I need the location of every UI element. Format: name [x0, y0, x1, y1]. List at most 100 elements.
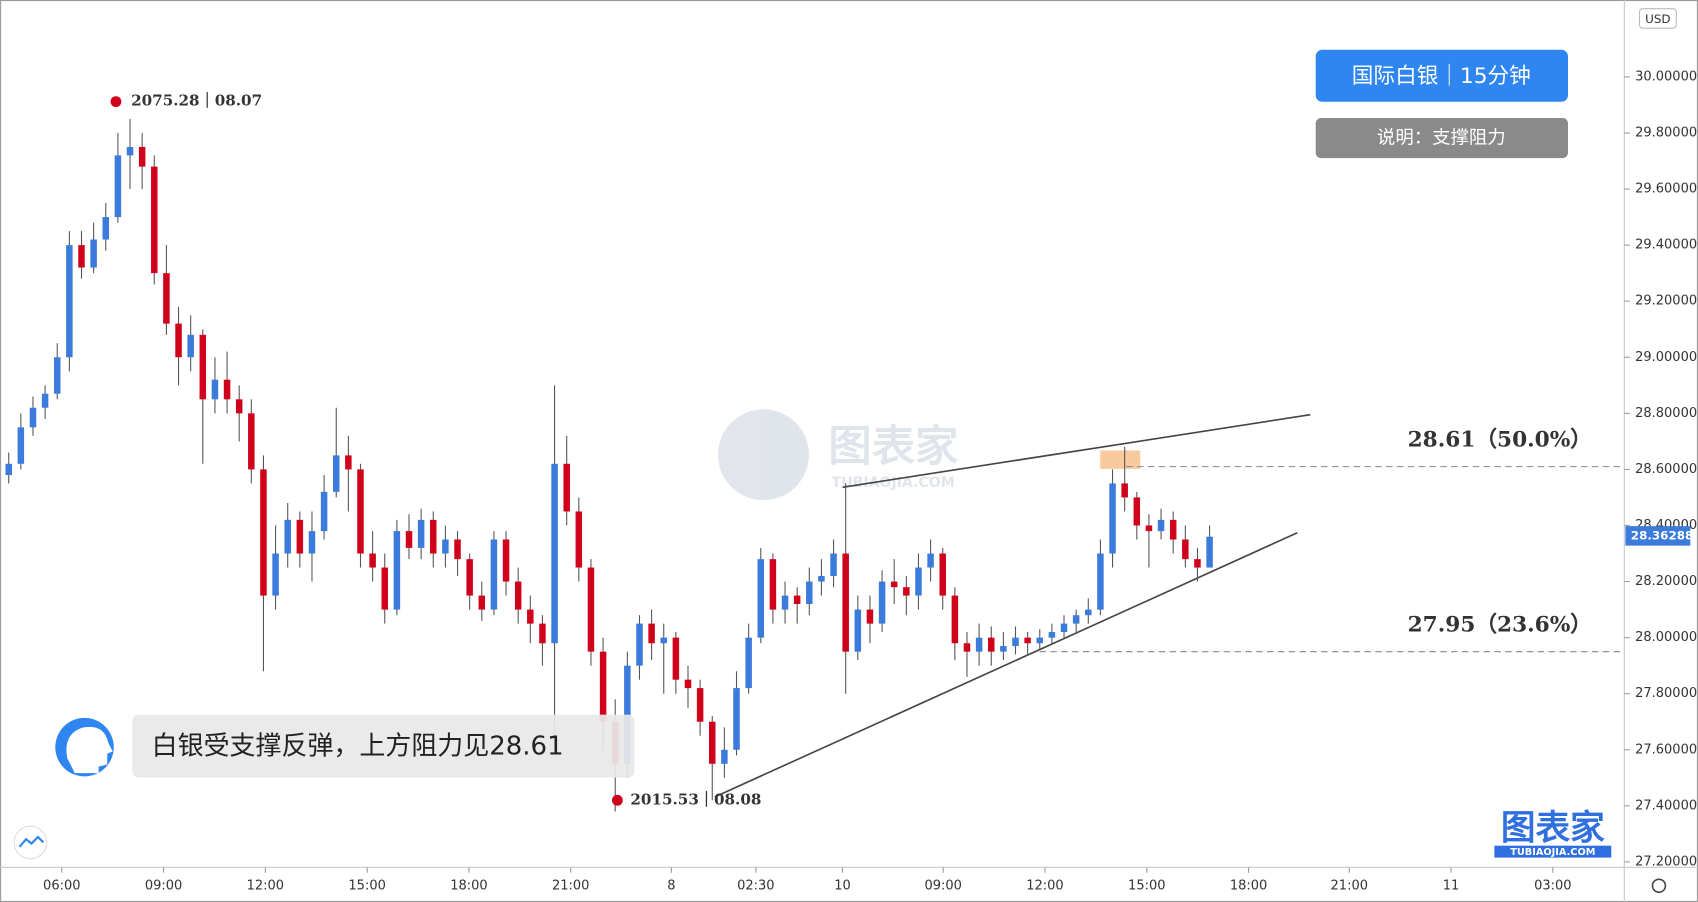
x-tick-label: 09:00	[145, 878, 182, 893]
y-tick-label: 29.40000	[1635, 238, 1697, 253]
candle-body	[830, 553, 837, 576]
candle-body	[1048, 632, 1056, 638]
candle-body	[211, 379, 219, 400]
candle-body	[41, 393, 49, 408]
candle-body	[466, 559, 473, 596]
watermark-text: 图表家	[828, 422, 959, 472]
candle-body	[405, 531, 413, 548]
candle-body	[66, 245, 73, 358]
resistance-highlight	[1100, 450, 1141, 469]
candle-body	[1085, 609, 1092, 616]
candle-body	[684, 679, 692, 689]
x-tick-label: 10	[834, 878, 851, 893]
settings-button[interactable]	[1651, 878, 1667, 894]
candle-body	[151, 166, 158, 274]
y-tick-label: 28.80000	[1635, 406, 1697, 421]
y-tick-label: 30.00000	[1635, 69, 1697, 84]
candle-body	[284, 519, 291, 554]
x-tick-label: 15:00	[348, 878, 385, 893]
support-trendline	[714, 532, 1298, 798]
x-tick-label: 11	[1443, 878, 1460, 893]
x-tick-label: 8	[667, 878, 675, 893]
candle-body	[53, 357, 61, 394]
candle-body	[17, 427, 25, 464]
candle-body	[1060, 623, 1068, 633]
candle-body	[1194, 559, 1201, 568]
x-tick-label: 18:00	[1230, 878, 1267, 893]
candle-body	[114, 155, 122, 218]
candle-body	[818, 575, 825, 582]
candle-body	[915, 567, 922, 596]
candle-body	[599, 651, 607, 722]
candle-body	[320, 491, 328, 532]
currency: USD	[1645, 12, 1670, 26]
candle-body	[357, 469, 364, 554]
subtitle-box	[1315, 118, 1569, 159]
candle-body	[1036, 637, 1044, 644]
low-label: 2015.53｜08.08	[630, 790, 761, 808]
candle-body	[223, 379, 231, 400]
candle-body	[672, 637, 680, 680]
last-price-box	[1625, 526, 1691, 546]
y-tick-label: 27.40000	[1635, 798, 1697, 813]
x-tick-label: 03:00	[1534, 878, 1571, 893]
candle-body	[1182, 539, 1189, 560]
candle-body	[163, 273, 170, 324]
candle-body	[1157, 519, 1165, 532]
candle-body	[308, 531, 316, 554]
candle-body	[1169, 519, 1177, 540]
subtitle: 说明：支撑阻力	[1377, 128, 1506, 149]
x-tick-label: 15:00	[1128, 878, 1165, 893]
candle-body	[102, 217, 110, 240]
candle-body	[745, 637, 752, 689]
candle-body	[733, 688, 740, 750]
x-tick-label: 09:00	[924, 878, 961, 893]
candle-body	[478, 595, 486, 610]
high-label: 2075.28｜08.07	[131, 92, 262, 110]
candle-body	[381, 567, 388, 610]
y-tick-label: 27.80000	[1635, 686, 1697, 701]
level-label: 28.61（50.0%）	[1408, 428, 1592, 453]
candle-body	[138, 146, 146, 167]
y-tick-label: 27.20000	[1635, 854, 1697, 869]
candle-body	[1109, 483, 1116, 554]
candle-body	[1121, 483, 1128, 498]
candle-body	[539, 623, 546, 644]
level-label: 27.95（23.6%）	[1408, 613, 1592, 638]
candle-body	[454, 539, 461, 560]
candle-body	[248, 413, 255, 470]
candle-body	[90, 239, 97, 268]
candle-body	[78, 245, 85, 268]
annotation-box	[132, 714, 635, 778]
candle-body	[696, 688, 704, 722]
candle-body	[575, 511, 583, 568]
y-tick-label: 28.20000	[1635, 574, 1697, 589]
candle-body	[332, 455, 340, 492]
y-tick-label: 29.60000	[1635, 182, 1697, 197]
y-tick-label: 29.20000	[1635, 294, 1697, 309]
x-tick-label: 21:00	[1331, 878, 1368, 893]
candle-body	[1097, 553, 1104, 610]
logo-glyph	[18, 835, 45, 848]
candle-body	[987, 637, 995, 652]
candle-body	[430, 519, 437, 554]
candle-body	[721, 749, 728, 764]
candle-body	[890, 581, 898, 588]
candle-body	[187, 334, 194, 358]
candle-body	[903, 587, 910, 596]
title: 国际白银｜15分钟	[1352, 64, 1531, 89]
candle-body	[1012, 637, 1019, 647]
candle-body	[1133, 497, 1141, 526]
last-price-label: 28.36288	[1631, 528, 1694, 542]
candle-body	[527, 609, 534, 624]
candle-body	[235, 399, 243, 414]
y-tick-label: 29.00000	[1635, 350, 1697, 365]
watermark: 图表家 TUBIAOJIA.COM	[717, 409, 959, 501]
x-tick-label: 12:00	[247, 878, 284, 893]
resistance-trendline	[842, 413, 1311, 489]
candle-body	[514, 581, 522, 610]
high-marker	[110, 96, 122, 108]
x-tick-label: 21:00	[552, 878, 589, 893]
candle-body	[1024, 637, 1031, 644]
